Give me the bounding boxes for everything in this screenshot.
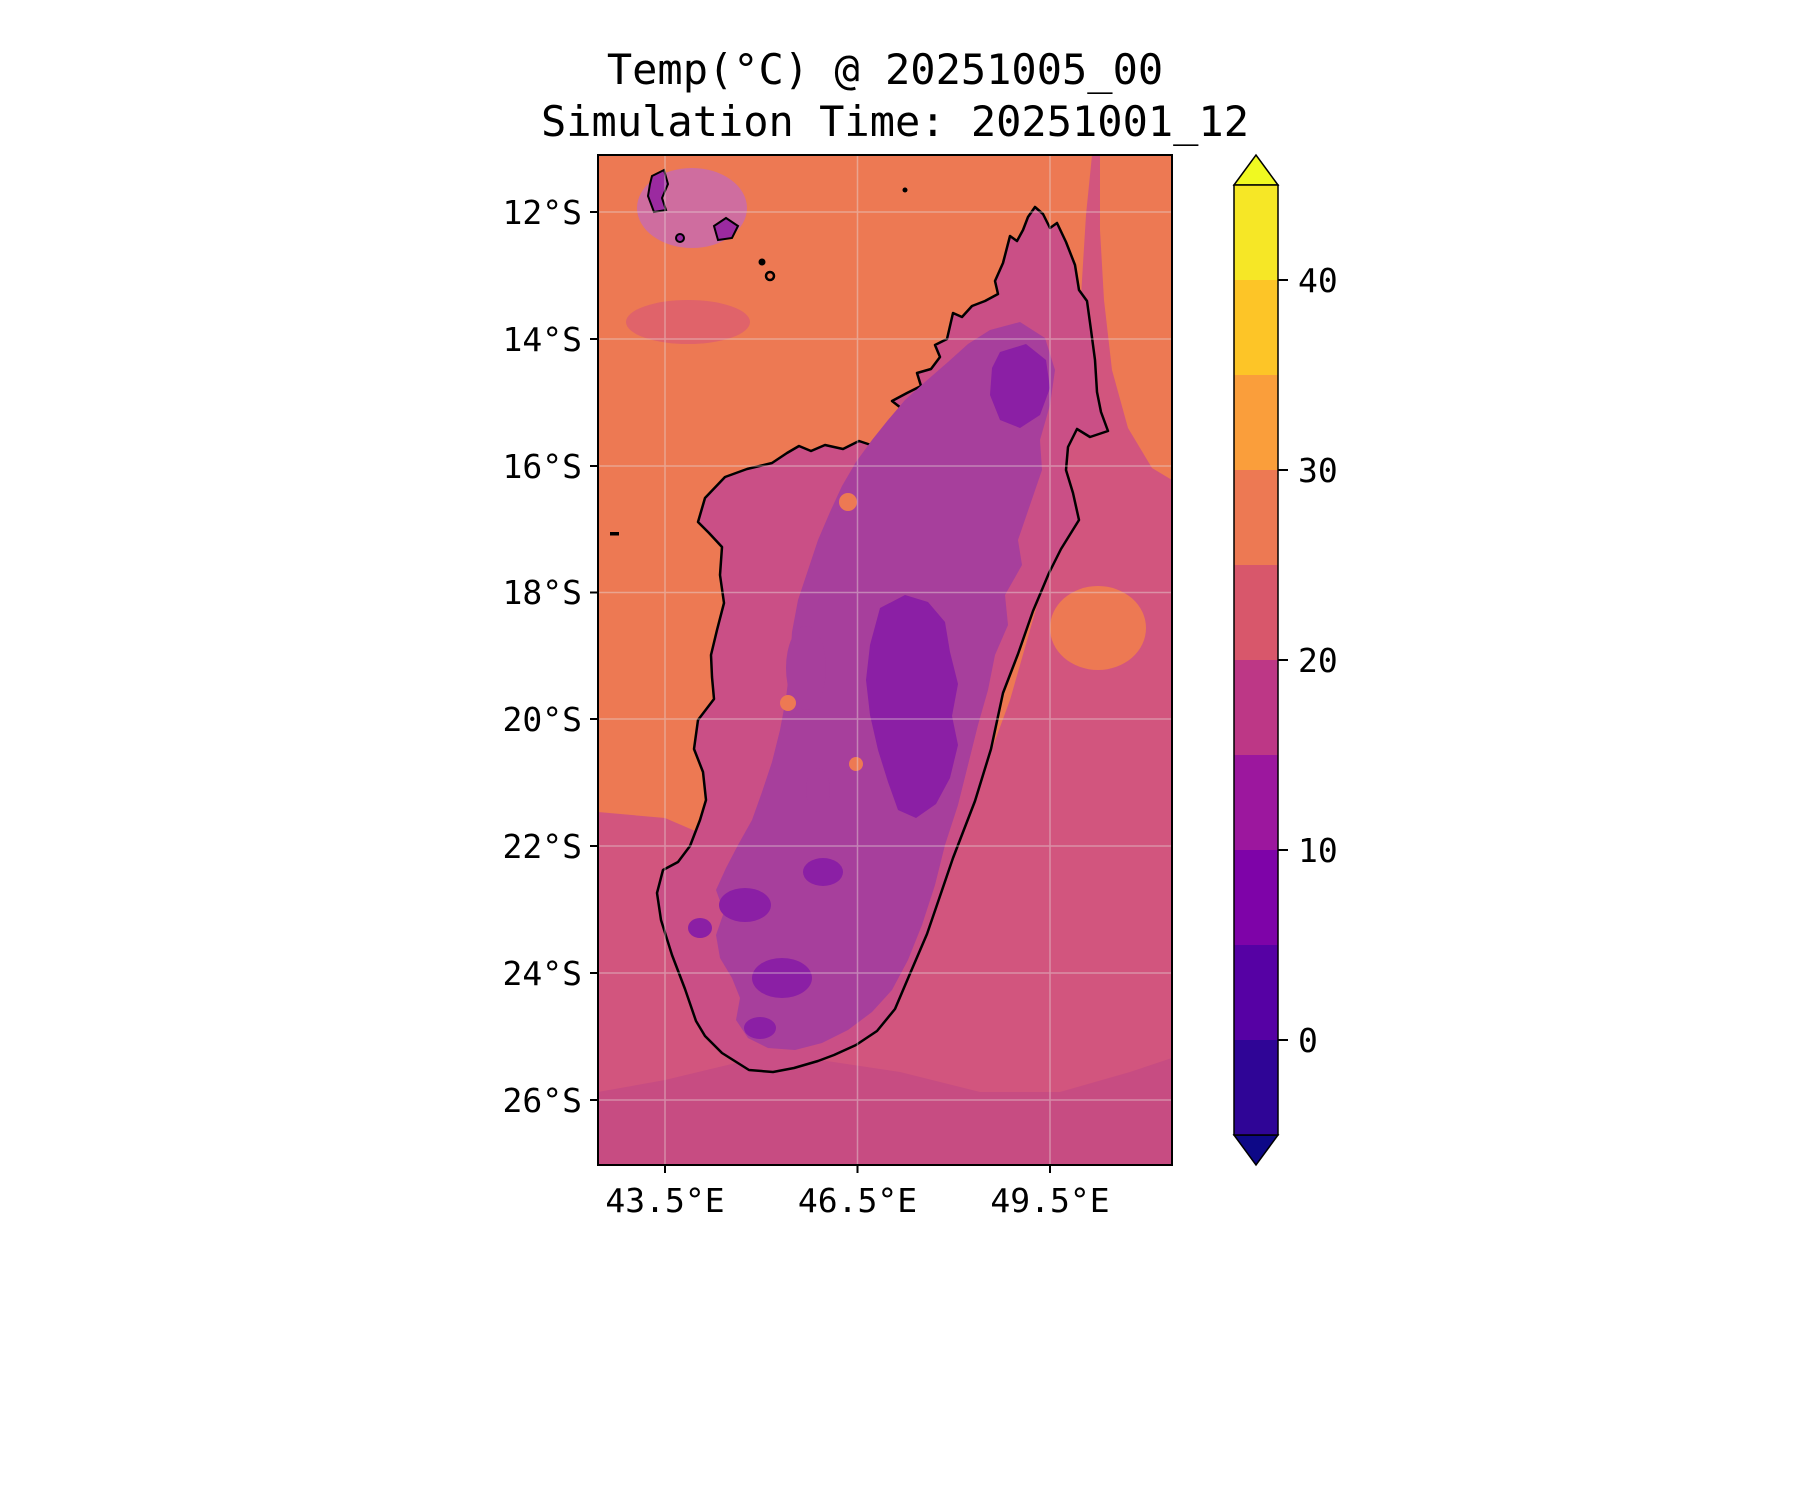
colorbar-tick-label-0: 0	[1298, 1021, 1318, 1060]
plateau-cold-core-central	[866, 595, 958, 818]
east-warm-patch	[1050, 586, 1146, 670]
inland-warm-spot	[780, 695, 796, 711]
colorbar-band	[1234, 850, 1278, 945]
small-islet-dot	[764, 270, 776, 282]
colorbar-tick-label-40: 40	[1298, 261, 1338, 300]
plateau-cold-core-south	[688, 918, 712, 938]
lat-tick-label-12s: 12°S	[503, 193, 582, 232]
lat-tick-label-18s: 18°S	[503, 573, 582, 612]
colorbar: 40 30 20 10 0	[1232, 153, 1338, 1167]
colorbar-band	[1234, 185, 1278, 280]
lon-tick-label-49-5e: 49.5°E	[990, 1181, 1109, 1220]
plateau-cold-core-south	[752, 958, 812, 998]
lat-tick-label-22s: 22°S	[503, 827, 582, 866]
figure-subtitle: Simulation Time: 20251001_12	[541, 97, 1249, 146]
highlands-west-patch	[786, 626, 826, 710]
ocean-bottom-band	[598, 1058, 1172, 1165]
inland-warm-spot	[849, 757, 863, 771]
colorbar-tick-label-30: 30	[1298, 451, 1338, 490]
comoros-islet	[712, 216, 740, 242]
map-border	[597, 154, 1173, 1166]
lat-tick-label-20s: 20°S	[503, 700, 582, 739]
colorbar-band	[1234, 660, 1278, 755]
plateau-cold-core-south	[719, 888, 771, 922]
small-islet-dot	[758, 258, 766, 266]
colorbar-tick-marks	[1278, 279, 1288, 1041]
colorbar-tick-label-10: 10	[1298, 831, 1338, 870]
colorbar-band	[1234, 375, 1278, 470]
plateau-cold-core-south	[744, 1017, 776, 1039]
small-islet	[675, 233, 685, 243]
nw-cool-patch	[626, 300, 750, 344]
colorbar-band	[1234, 1040, 1278, 1135]
inland-warm-spot	[839, 493, 857, 511]
colorbar-band	[1234, 755, 1278, 850]
colorbar-band	[1234, 945, 1278, 1040]
colorbar-extend-over	[1232, 153, 1280, 186]
plateau-cold-core-north	[990, 344, 1050, 428]
figure-title: Temp(°C) @ 20251005_00	[607, 45, 1163, 94]
lat-tick-label-26s: 26°S	[503, 1081, 582, 1120]
colorbar-extend-under	[1232, 1134, 1280, 1167]
lat-tick-label-16s: 16°S	[503, 447, 582, 486]
colorbar-band	[1234, 565, 1278, 660]
colorbar-band	[1234, 470, 1278, 565]
highlands-west-patch-small	[806, 768, 830, 812]
map-plot-area	[598, 155, 1172, 1165]
ocean-northeast-warm-wedge	[1100, 155, 1172, 480]
colorbar-tick-label-20: 20	[1298, 641, 1338, 680]
lat-tick-label-14s: 14°S	[503, 320, 582, 359]
comoros-islet	[646, 168, 670, 214]
gridlines	[598, 155, 1172, 1165]
colorbar-band	[1234, 280, 1278, 375]
small-islet-dash	[610, 532, 619, 536]
lat-tick-label-24s: 24°S	[503, 954, 582, 993]
small-islet-dot	[902, 187, 908, 193]
axis-tick-marks	[590, 211, 1051, 1173]
lon-tick-label-43-5e: 43.5°E	[605, 1181, 724, 1220]
plateau-cold-core-south	[803, 858, 843, 886]
lon-tick-label-46-5e: 46.5°E	[798, 1181, 917, 1220]
